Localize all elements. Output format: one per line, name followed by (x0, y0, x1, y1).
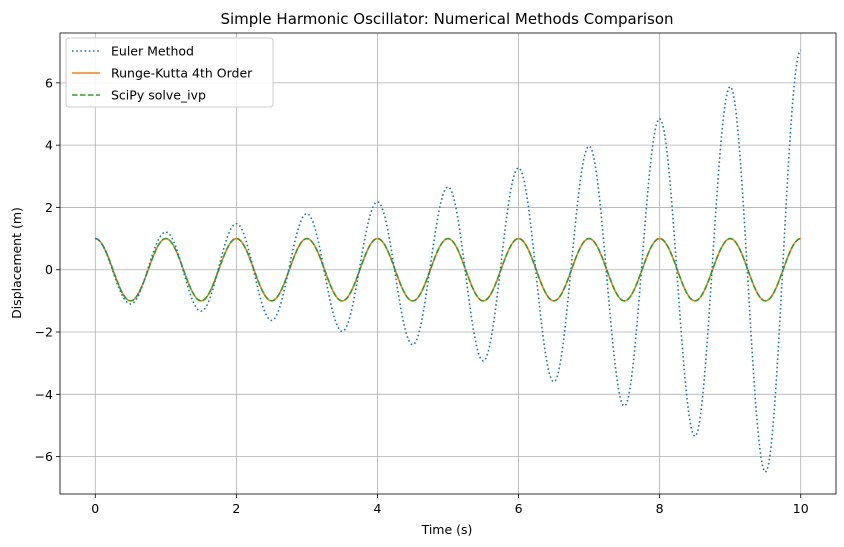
legend-label-scipy: SciPy solve_ivp (111, 88, 206, 103)
y-tick-label: 2 (45, 200, 53, 215)
x-tick-label: 0 (91, 501, 99, 516)
ticks: 0 2 4 6 8 10 −6 −4 −2 0 2 4 6 (35, 75, 809, 516)
plot-frame (59, 32, 837, 495)
legend-box (65, 37, 274, 108)
x-tick-label: 8 (656, 501, 664, 516)
x-tick-label: 6 (515, 501, 523, 516)
y-tick-label: −6 (35, 449, 53, 464)
y-tick-label: 4 (45, 138, 53, 153)
x-tick-label: 4 (373, 501, 381, 516)
x-tick-label: 2 (232, 501, 240, 516)
y-tick-label: −4 (35, 387, 53, 402)
chart-title: Simple Harmonic Oscillator: Numerical Me… (220, 10, 673, 28)
x-tick-label: 10 (793, 501, 809, 516)
legend-label-euler: Euler Method (111, 44, 194, 59)
y-tick-label: 6 (45, 75, 53, 90)
series-lines (95, 49, 802, 474)
legend-label-rk4: Runge-Kutta 4th Order (111, 66, 253, 81)
legend: Euler Method Runge-Kutta 4th Order SciPy… (65, 37, 274, 108)
euler-method-line (95, 49, 802, 474)
x-axis-label: Time (s) (421, 522, 473, 537)
y-tick-label: −2 (35, 325, 53, 340)
y-tick-label: 0 (45, 262, 53, 277)
scipy-solve-ivp-line (95, 237, 801, 302)
grid (60, 33, 836, 494)
y-axis-label: Displacement (m) (9, 207, 24, 319)
